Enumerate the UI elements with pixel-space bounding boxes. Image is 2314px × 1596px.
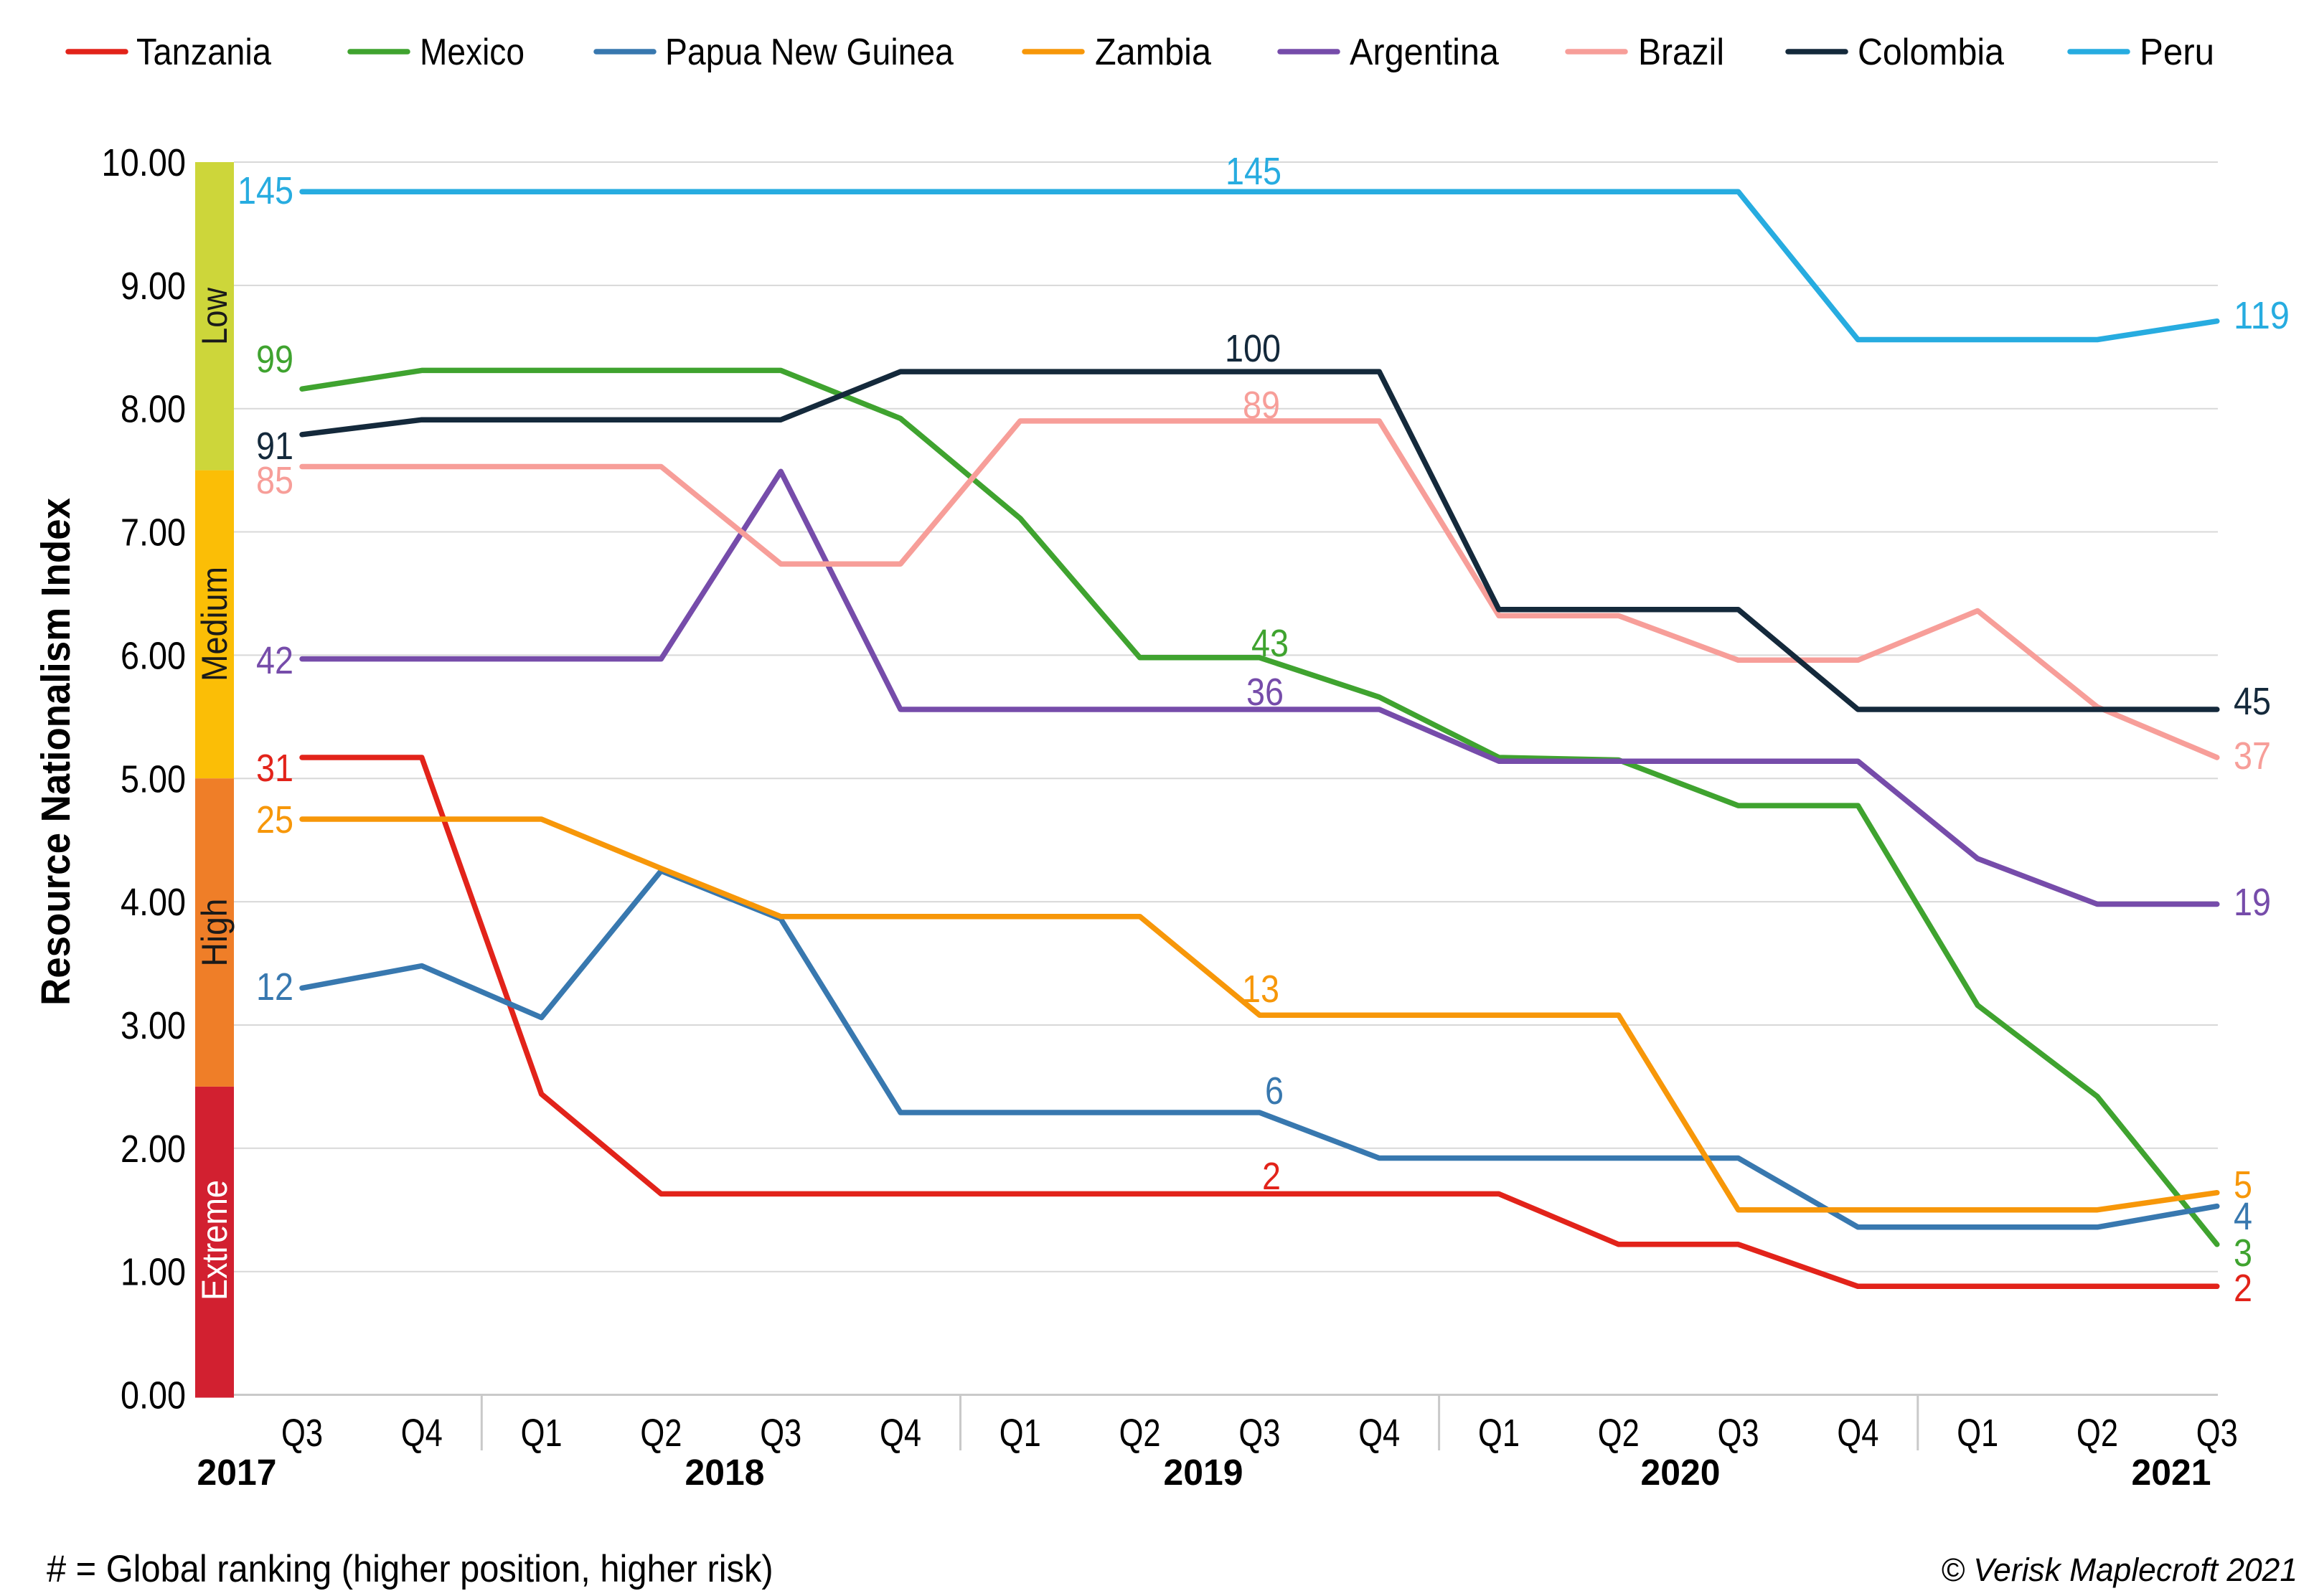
svg-text:Q3: Q3 <box>1718 1412 1759 1455</box>
svg-text:Extreme: Extreme <box>195 1180 235 1300</box>
svg-text:Q2: Q2 <box>2077 1412 2118 1455</box>
svg-text:Q4: Q4 <box>1837 1412 1878 1455</box>
svg-text:3.00: 3.00 <box>121 1004 186 1047</box>
svg-text:Q4: Q4 <box>401 1412 443 1455</box>
svg-text:Q3: Q3 <box>2196 1412 2238 1455</box>
svg-text:10.00: 10.00 <box>101 141 186 184</box>
svg-text:Papua New Guinea: Papua New Guinea <box>665 32 954 73</box>
svg-text:Q2: Q2 <box>1598 1412 1640 1455</box>
svg-text:2020: 2020 <box>1641 1451 1721 1493</box>
svg-text:Low: Low <box>194 288 234 345</box>
svg-text:Q1: Q1 <box>1000 1412 1041 1455</box>
svg-text:2.00: 2.00 <box>121 1127 186 1171</box>
svg-text:9.00: 9.00 <box>121 264 186 308</box>
svg-text:42: 42 <box>256 638 293 682</box>
svg-text:91: 91 <box>256 424 293 468</box>
svg-text:Brazil: Brazil <box>1638 31 1724 72</box>
svg-text:12: 12 <box>256 965 293 1009</box>
svg-text:Q2: Q2 <box>1119 1412 1161 1455</box>
svg-text:3: 3 <box>2234 1231 2252 1275</box>
svg-text:5.00: 5.00 <box>121 757 186 801</box>
svg-text:Tanzania: Tanzania <box>136 32 271 73</box>
svg-text:Q1: Q1 <box>1478 1412 1520 1455</box>
svg-text:6: 6 <box>1265 1069 1284 1113</box>
svg-text:19: 19 <box>2234 880 2271 924</box>
svg-text:High: High <box>194 899 235 967</box>
svg-text:31: 31 <box>256 746 293 790</box>
svg-text:Colombia: Colombia <box>1858 31 2004 72</box>
svg-text:6.00: 6.00 <box>121 633 186 677</box>
svg-text:43: 43 <box>1251 621 1289 665</box>
svg-text:7.00: 7.00 <box>121 510 186 554</box>
svg-text:37: 37 <box>2234 734 2271 778</box>
svg-text:45: 45 <box>2234 679 2271 723</box>
svg-text:8.00: 8.00 <box>121 387 186 431</box>
svg-text:Resource Nationalism Index: Resource Nationalism Index <box>32 498 78 1006</box>
svg-text:2018: 2018 <box>685 1451 765 1493</box>
svg-text:99: 99 <box>256 337 293 381</box>
svg-text:2021: 2021 <box>2132 1451 2211 1493</box>
svg-text:Q3: Q3 <box>760 1412 801 1455</box>
svg-text:Q1: Q1 <box>521 1412 563 1455</box>
svg-text:100: 100 <box>1225 326 1281 370</box>
svg-text:145: 145 <box>1226 149 1281 193</box>
svg-text:0.00: 0.00 <box>121 1373 186 1417</box>
svg-text:85: 85 <box>256 458 293 502</box>
svg-text:13: 13 <box>1242 967 1279 1011</box>
svg-text:1.00: 1.00 <box>121 1250 186 1293</box>
svg-text:Q3: Q3 <box>281 1412 323 1455</box>
svg-text:2: 2 <box>2234 1266 2252 1310</box>
svg-text:5: 5 <box>2234 1163 2252 1207</box>
svg-text:89: 89 <box>1243 383 1280 427</box>
svg-text:4.00: 4.00 <box>121 880 186 924</box>
svg-text:119: 119 <box>2234 293 2290 337</box>
svg-text:2017: 2017 <box>197 1451 277 1493</box>
svg-text:Q4: Q4 <box>1358 1412 1400 1455</box>
svg-text:Zambia: Zambia <box>1095 30 1211 72</box>
svg-text:25: 25 <box>256 798 293 841</box>
svg-text:2: 2 <box>1262 1154 1281 1198</box>
svg-text:Q3: Q3 <box>1238 1412 1280 1455</box>
svg-text:Argentina: Argentina <box>1350 30 1499 72</box>
svg-text:Mexico: Mexico <box>420 32 525 72</box>
svg-text:4: 4 <box>2234 1194 2252 1238</box>
svg-text:Peru: Peru <box>2140 31 2214 73</box>
svg-text:36: 36 <box>1246 670 1284 714</box>
svg-text:Q1: Q1 <box>1957 1412 1998 1455</box>
svg-text:145: 145 <box>237 169 293 212</box>
svg-text:Q4: Q4 <box>880 1412 921 1455</box>
svg-text:2019: 2019 <box>1164 1451 1243 1493</box>
svg-text:# = Global ranking (higher pos: # = Global ranking (higher position, hig… <box>47 1547 773 1590</box>
svg-text:© Verisk Maplecroft 2021: © Verisk Maplecroft 2021 <box>1941 1553 2297 1588</box>
svg-text:Q2: Q2 <box>640 1412 682 1455</box>
svg-text:Medium: Medium <box>195 567 235 681</box>
